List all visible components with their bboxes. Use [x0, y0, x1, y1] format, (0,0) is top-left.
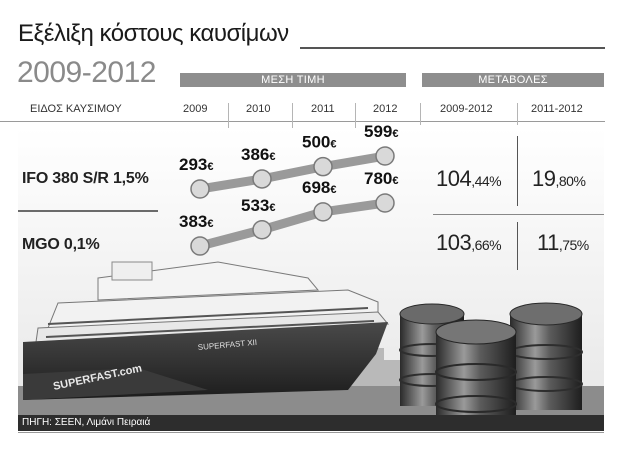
col-2010: 2010 [246, 103, 271, 115]
band-average-price: ΜΕΣΗ ΤΙΜΗ [180, 73, 406, 87]
data-label: 599€ [364, 122, 399, 141]
data-point [252, 220, 272, 240]
col-2009: 2009 [183, 103, 208, 115]
change-ifo-2011-2012: 19,80% [532, 166, 586, 191]
series-line-1 [195, 198, 390, 251]
change-mgo-2011-2012: 11,75% [537, 230, 589, 255]
col-fuel-type: ΕΙΔΟΣ ΚΑΥΣΙΜΟΥ [30, 103, 122, 115]
bottom-rule [18, 432, 604, 433]
data-label: 780€ [364, 169, 399, 188]
col-change-2009-2012: 2009-2012 [440, 103, 493, 115]
data-point [252, 169, 272, 189]
data-label: 533€ [241, 196, 276, 215]
col-2011: 2011 [311, 103, 335, 115]
page-subtitle: 2009-2012 [17, 56, 156, 89]
ship: SUPERFAST.com SUPERFAST XII [23, 261, 390, 400]
row-label-ifo: IFO 380 S/R 1,5% [22, 170, 149, 187]
row-rule [18, 210, 158, 212]
source-note: ΠΗΓΗ: ΣΕΕΝ, Λιμάνι Πειραιά [18, 415, 604, 431]
column-header-row [0, 101, 605, 122]
change-ifo-2009-2012: 104,44% [436, 166, 502, 191]
column-separator [517, 103, 518, 125]
col-2012: 2012 [373, 103, 398, 115]
title-rule [300, 47, 605, 49]
data-point [190, 236, 210, 256]
page-title: Εξέλιξη κόστους καυσίμων [18, 20, 289, 47]
data-label: 383€ [179, 212, 214, 231]
data-point [190, 179, 210, 199]
data-label: 386€ [241, 145, 276, 164]
data-label: 698€ [302, 178, 337, 197]
row-label-mgo: MGO 0,1% [22, 236, 100, 253]
change-mgo-2009-2012: 103,66% [436, 230, 502, 255]
series-line-0 [195, 151, 390, 194]
band-changes: ΜΕΤΑΒΟΛΕΣ [422, 73, 604, 87]
column-separator [517, 222, 518, 270]
oil-barrels [399, 302, 583, 426]
data-point [313, 202, 333, 222]
data-point [313, 156, 333, 177]
column-separator [420, 103, 421, 125]
data-label: 500€ [302, 133, 337, 152]
col-change-2011-2012: 2011-2012 [531, 103, 583, 115]
data-label: 293€ [179, 155, 214, 174]
data-point [375, 193, 395, 213]
ship-and-barrels-photo: SUPERFAST.com SUPERFAST XII [18, 128, 604, 426]
column-separator [517, 136, 518, 206]
data-point [375, 146, 395, 166]
row-rule [433, 214, 604, 215]
